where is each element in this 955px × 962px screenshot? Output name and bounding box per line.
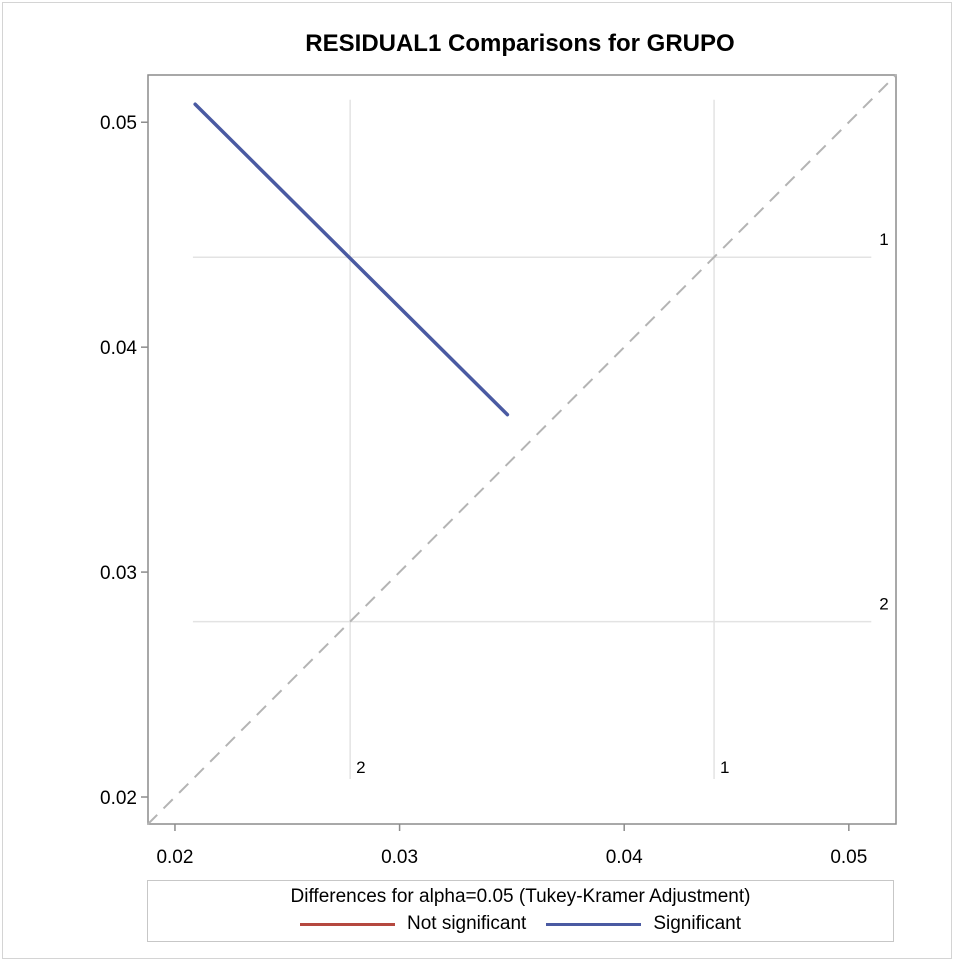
legend-item-significant: Significant [546, 913, 741, 935]
x-tick-label-0.03: 0.03 [381, 847, 418, 868]
mean-label-x-2: 2 [356, 758, 365, 777]
legend-swatch-significant [546, 922, 642, 926]
mean-label-y-2: 2 [879, 595, 888, 614]
x-tick-label-0.04: 0.04 [606, 847, 643, 868]
legend-label-significant: Significant [653, 913, 741, 934]
legend-item-not-significant: Not significant [299, 913, 527, 935]
legend: Differences for alpha=0.05 (Tukey-Kramer… [147, 880, 894, 942]
legend-swatch-not-significant [299, 922, 395, 926]
y-tick-label-0.03: 0.03 [100, 563, 137, 584]
legend-items: Not significant Significant [148, 913, 893, 935]
x-tick-label-0.05: 0.05 [830, 847, 867, 868]
mean-label-y-1: 1 [879, 230, 888, 249]
mean-label-x-1: 1 [720, 758, 729, 777]
y-tick-label-0.04: 0.04 [100, 338, 137, 359]
legend-label-not-significant: Not significant [406, 913, 527, 934]
y-tick-label-0.05: 0.05 [100, 113, 137, 134]
x-tick-label-0.02: 0.02 [156, 847, 193, 868]
chart-title: RESIDUAL1 Comparisons for GRUPO [305, 30, 735, 57]
plot-area-border [147, 74, 897, 825]
y-tick-label-0.02: 0.02 [100, 788, 137, 809]
comparison-line-2-1-significant [193, 102, 510, 417]
legend-title: Differences for alpha=0.05 (Tukey-Kramer… [290, 886, 751, 907]
diagonal-reference-line [147, 74, 897, 825]
